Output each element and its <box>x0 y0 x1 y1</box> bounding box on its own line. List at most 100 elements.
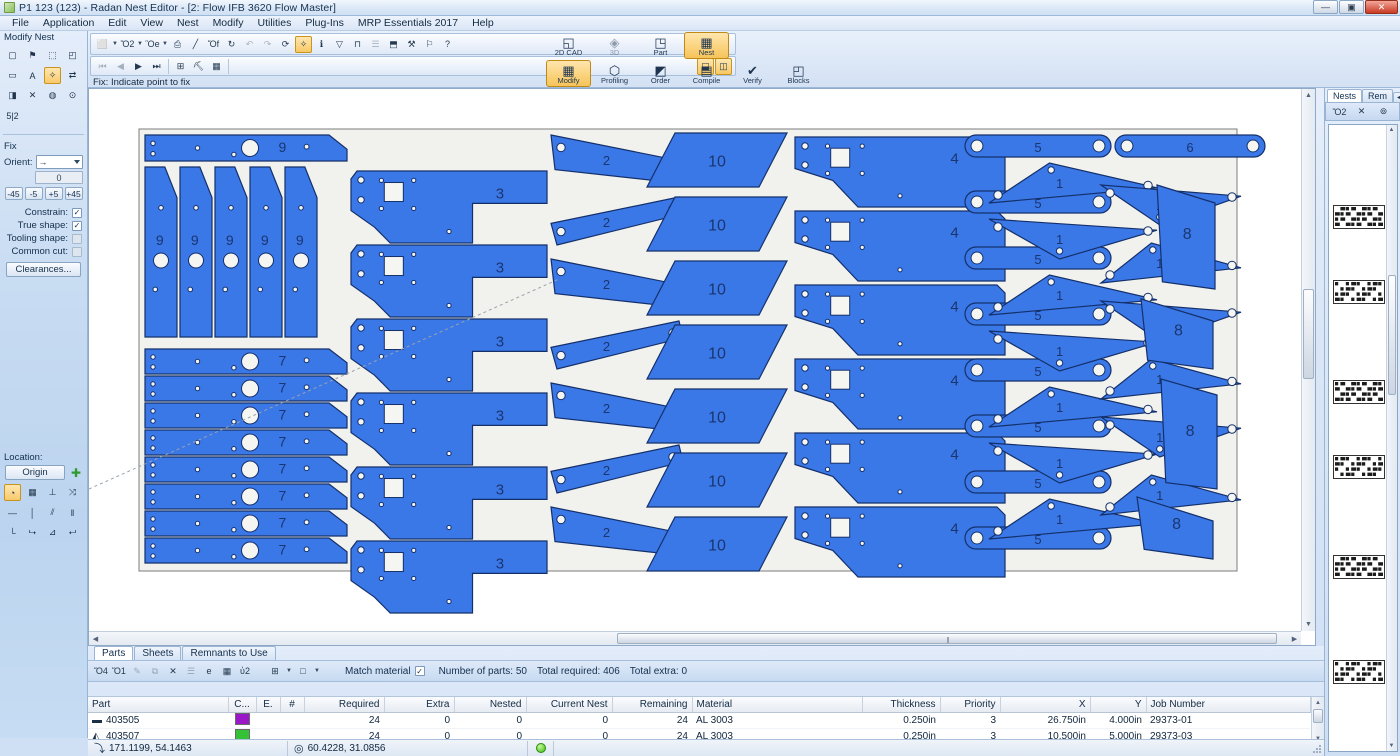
new-document-icon[interactable]: ⬜ <box>94 36 111 53</box>
nest-thumbnail-3[interactable] <box>1333 380 1385 404</box>
nests-scroll-up-arrow[interactable]: ▲ <box>1386 125 1397 135</box>
column-header-material[interactable]: Material <box>692 697 862 712</box>
menu-item-help[interactable]: Help <box>465 16 501 30</box>
offset-snap-icon[interactable]: ‖ <box>64 504 81 521</box>
fix-tool-icon[interactable]: ✧ <box>44 67 61 84</box>
column-header-extra[interactable]: Extra <box>384 697 454 712</box>
nests-scroll-down-arrow[interactable]: ▼ <box>1386 741 1397 751</box>
menu-item-application[interactable]: Application <box>36 16 101 30</box>
text-tool-icon[interactable]: A <box>24 67 41 84</box>
column-header-required[interactable]: Required <box>304 697 384 712</box>
menu-item-plug-ins[interactable]: Plug-Ins <box>298 16 351 30</box>
ribbon-modify[interactable]: ▦ Modify <box>546 60 591 87</box>
ribbon-nest[interactable]: ▦ Nest <box>684 32 729 59</box>
angle-button-minus45[interactable]: -45 <box>5 187 23 200</box>
ribbon-order[interactable]: ◩ Order <box>638 60 683 87</box>
menu-item-edit[interactable]: Edit <box>101 16 133 30</box>
column-header-e[interactable]: E. <box>256 697 280 712</box>
parts-grid[interactable]: Part C... E. # Required Extra Nested Current Ne… <box>88 696 1324 744</box>
tab-remnants[interactable]: Rem <box>1362 89 1393 102</box>
delete-part-icon[interactable]: ✕ <box>165 663 181 679</box>
midpoint-snap-icon[interactable]: ⊥ <box>44 484 61 501</box>
remove-tool-icon[interactable]: ⚒ <box>403 36 420 53</box>
column-header-nested[interactable]: Nested <box>454 697 526 712</box>
tab-nests[interactable]: Nests <box>1327 89 1362 102</box>
open-nest-icon[interactable]: Ὄ2 <box>1331 103 1348 120</box>
column-header-thickness[interactable]: Thickness <box>862 697 940 712</box>
fix-part-icon[interactable]: ✧ <box>295 36 312 53</box>
column-header-job-number[interactable]: Job Number <box>1146 697 1310 712</box>
menu-item-modify[interactable]: Modify <box>206 16 251 30</box>
nest-part-9[interactable] <box>180 167 212 337</box>
grid-snap-icon[interactable]: ▦ <box>24 484 41 501</box>
scroll-up-arrow[interactable]: ▲ <box>1302 89 1315 102</box>
angle-button-minus5[interactable]: -5 <box>25 187 43 200</box>
nest-properties-icon[interactable]: ⊚ <box>1375 103 1392 120</box>
nest-thumbnail-1[interactable] <box>1333 205 1385 229</box>
nest-canvas[interactable]: 9 9 9 9 9 9 7 7 7 7 7 7 7 7 3 3 3 3 3 3 2 2 2 2 2 2 2 10 10 10 10 10 10 1… <box>88 88 1316 646</box>
match-material-checkbox[interactable]: ✓ <box>415 666 425 676</box>
horizontal-scroll-thumb[interactable] <box>617 633 1277 644</box>
nests-scroll-thumb[interactable] <box>1388 275 1396 395</box>
origin-button[interactable]: Origin <box>5 465 65 480</box>
magnet-icon[interactable]: ⊓ <box>349 36 366 53</box>
delete-tool-icon[interactable]: ✕ <box>24 87 41 104</box>
parts-grid-scrollbar[interactable]: ▲ ▼ <box>1311 697 1324 744</box>
angle-input[interactable]: 0 <box>35 171 83 184</box>
bisect-snap-icon[interactable]: ⊿ <box>44 524 61 541</box>
vertical-scroll-thumb[interactable] <box>1303 289 1314 379</box>
column-header-remaining[interactable]: Remaining <box>612 697 692 712</box>
resize-grip[interactable] <box>1311 743 1323 755</box>
part-report-icon[interactable]: ὜e <box>201 663 217 679</box>
rectangle-tool-icon[interactable]: ▢ <box>4 47 21 64</box>
scroll-down-arrow[interactable]: ▼ <box>1302 618 1315 631</box>
parallel-snap-icon[interactable]: ⫽ <box>44 504 61 521</box>
orient-dropdown[interactable]: → <box>36 155 83 169</box>
tile-view-icon[interactable]: ▦ <box>208 58 225 75</box>
checkbox-commoncut[interactable] <box>72 247 82 257</box>
angle-snap-icon[interactable]: ⮡ <box>24 524 41 541</box>
add-part-icon[interactable]: Ὄ4 <box>93 663 109 679</box>
grid-scroll-up-arrow[interactable]: ▲ <box>1312 697 1324 708</box>
origin-snap-icon[interactable]: ◔ <box>4 484 21 501</box>
nest-tool-icon[interactable]: ◨ <box>4 87 21 104</box>
select-all-icon[interactable]: ⊞ <box>267 663 283 679</box>
nest-report-icon[interactable]: ⚐ <box>421 36 438 53</box>
mirror-tool-icon[interactable]: ⊙ <box>64 87 81 104</box>
nest-thumbnail-5[interactable] <box>1333 555 1385 579</box>
save-icon[interactable]: Ὃe <box>144 36 161 53</box>
corner-snap-icon[interactable]: └ <box>4 524 21 541</box>
menu-item-file[interactable]: File <box>5 16 36 30</box>
close-button[interactable]: ✕ <box>1365 0 1398 14</box>
angle-button-plus5[interactable]: +5 <box>45 187 63 200</box>
line-tool-icon[interactable]: ╱ <box>187 36 204 53</box>
maximize-button[interactable]: ▣ <box>1339 0 1364 14</box>
menu-item-nest[interactable]: Nest <box>170 16 206 30</box>
column-header-part[interactable]: Part <box>88 697 228 712</box>
open-folder-icon[interactable]: Ὄ2 <box>119 36 136 53</box>
nest-thumbnail-4[interactable] <box>1333 455 1385 479</box>
ribbon-profiling[interactable]: ⬡ Profiling <box>592 60 637 87</box>
grid-view-icon[interactable]: ▦ <box>219 663 235 679</box>
chevron-down-icon[interactable]: ▼ <box>137 36 143 53</box>
canvas-vertical-scrollbar[interactable]: ▲ ▼ <box>1301 89 1315 631</box>
array-tool-icon[interactable]: ⬚ <box>44 47 61 64</box>
chevron-down-icon[interactable]: ▼ <box>313 668 321 674</box>
ribbon-part[interactable]: ◳ Part <box>638 32 683 59</box>
vertical-snap-icon[interactable]: │ <box>24 504 41 521</box>
refresh-icon[interactable]: ⟳ <box>277 36 294 53</box>
print-icon[interactable]: ⎙ <box>169 36 186 53</box>
next-nest-icon[interactable]: ▶ <box>130 58 147 75</box>
chevron-down-icon[interactable]: ▼ <box>162 36 168 53</box>
chevron-down-icon[interactable]: ▼ <box>285 668 293 674</box>
tangent-snap-icon[interactable]: ⮠ <box>64 524 81 541</box>
ribbon-blocks[interactable]: ◰ Blocks <box>776 60 821 87</box>
chevron-down-icon[interactable]: ▼ <box>112 36 118 53</box>
part-view-icon[interactable]: ⛏ <box>190 58 207 75</box>
ribbon-2d-cad[interactable]: ◱ 2D CAD <box>546 32 591 59</box>
column-header-current-nest[interactable]: Current Nest <box>526 697 612 712</box>
help-icon[interactable]: ? <box>439 36 456 53</box>
column-header-y[interactable]: Y <box>1090 697 1146 712</box>
intersection-snap-icon[interactable]: ⤨ <box>64 484 81 501</box>
nests-thumbnail-list[interactable]: ▲ ▼ <box>1328 124 1398 752</box>
